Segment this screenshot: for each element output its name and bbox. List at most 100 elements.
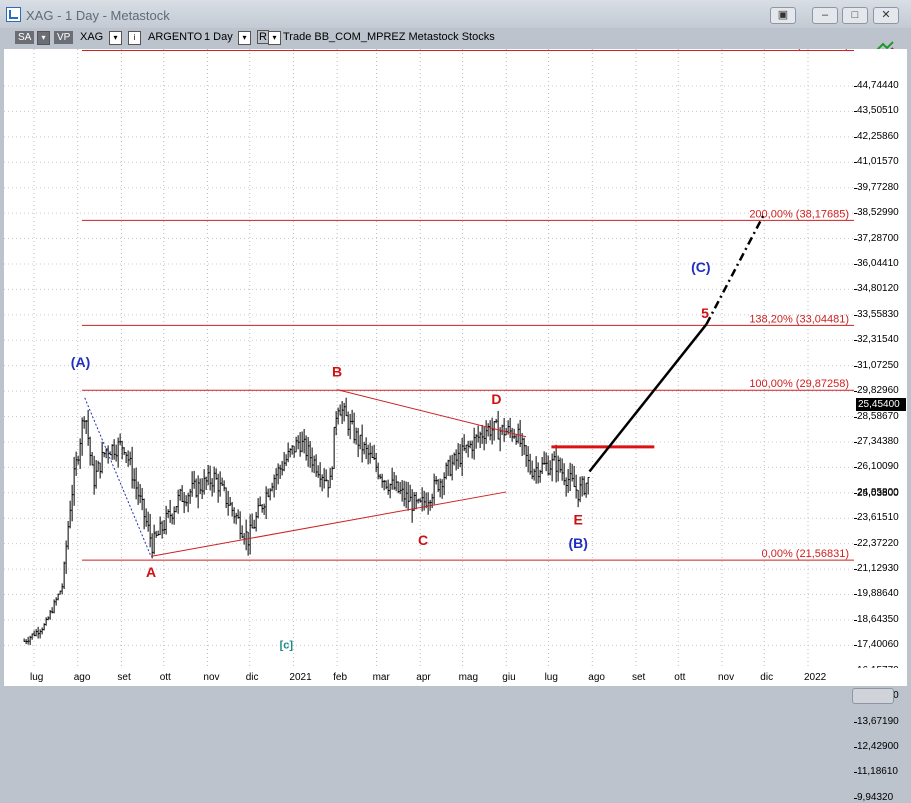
symbol-label[interactable]: XAG	[80, 31, 104, 43]
upper-triangle-trendline	[336, 389, 527, 438]
fib-level-label: 138,20% (33,04481)	[749, 313, 849, 325]
chart-toolbar: SA ▾ VP XAG ▾ i ARGENTO 1 Day ▾ R ▾ Trad…	[0, 28, 911, 48]
restore-toolbar-button[interactable]: ▣	[770, 7, 796, 24]
last-price-badge: 25,45400	[856, 398, 906, 411]
wave-a-dotted-line	[84, 397, 152, 557]
period-dropdown-icon[interactable]: ▾	[238, 31, 251, 45]
title-bar: XAG - 1 Day - Metastock ▣ – □ ✕	[0, 0, 911, 28]
y-tick-label: 17,40060	[857, 639, 899, 651]
sa-button[interactable]: SA	[15, 31, 35, 44]
wave-label: D	[491, 391, 501, 407]
y-tick-mark	[854, 518, 857, 520]
x-tick-label: apr	[416, 672, 431, 683]
wave-label: 5	[701, 305, 709, 321]
period-label[interactable]: 1 Day	[204, 31, 233, 43]
y-tick-mark	[854, 467, 857, 469]
y-tick-label: 9,94320	[857, 791, 894, 803]
x-tick-label: nov	[718, 672, 735, 683]
x-tick-label: ott	[674, 672, 686, 683]
y-tick-label: 12,42900	[857, 741, 899, 753]
horizontal-scrollbar[interactable]	[852, 688, 894, 704]
info-icon[interactable]: i	[128, 31, 141, 45]
y-tick-mark	[854, 645, 857, 647]
wave-label: E	[574, 512, 583, 528]
y-tick-label: 28,58670	[857, 410, 899, 422]
fib-level-label: 300,00% (46,48112)	[750, 49, 849, 50]
wave-label: [c]	[280, 639, 294, 651]
fib-level-label: 100,00% (29,87258)	[749, 378, 849, 390]
wave-label: C	[418, 532, 428, 548]
projection-line	[588, 323, 708, 473]
symbol-dropdown-icon[interactable]: ▾	[109, 31, 122, 45]
chart-plot-area[interactable]: 300,00% (46,48112) 200,00% (38,17685) 138,…	[4, 38, 854, 799]
y-tick-label: 38,52990	[857, 207, 899, 219]
toolbar-info-text: Trade BB_COM_MPREZ Metastock Stocks	[283, 31, 495, 43]
close-button[interactable]: ✕	[873, 7, 899, 24]
security-name: ARGENTO	[148, 31, 203, 43]
x-tick-label: nov	[203, 672, 220, 683]
y-tick-label: 19,88640	[857, 588, 899, 600]
price-chart[interactable]: 300,00% (46,48112) 200,00% (38,17685) 138,…	[4, 38, 854, 799]
y-tick-mark	[854, 111, 857, 113]
x-tick-label: 2022	[804, 672, 827, 683]
y-tick-mark	[854, 365, 857, 367]
projection-dash-line	[705, 213, 766, 325]
y-tick-mark	[854, 416, 857, 418]
y-tick-mark	[854, 543, 857, 545]
wave-label: (C)	[691, 259, 710, 275]
y-tick-label: 22,37220	[857, 537, 899, 549]
y-tick-mark	[854, 238, 857, 240]
price-axis: 44,74440 43,50510 42,25860 41,01570 39,77280…	[854, 49, 907, 803]
hidden-price-label: 25,03800	[857, 488, 899, 500]
wave-label: (A)	[71, 354, 90, 370]
vp-button[interactable]: VP	[54, 31, 74, 44]
y-tick-label: 36,04410	[857, 257, 899, 269]
y-tick-label: 29,82960	[857, 385, 899, 397]
x-tick-label: lug	[544, 672, 558, 683]
y-tick-mark	[854, 187, 857, 189]
x-tick-label: dic	[760, 672, 774, 683]
x-tick-label: mar	[372, 672, 390, 683]
wave-label: A	[146, 564, 156, 580]
y-tick-mark	[854, 594, 857, 596]
y-tick-mark	[854, 213, 857, 215]
r-dropdown-icon[interactable]: ▾	[268, 31, 281, 45]
lower-triangle-trendline	[150, 491, 507, 557]
maximize-button[interactable]: □	[842, 7, 868, 24]
x-tick-label: set	[117, 672, 131, 683]
x-tick-label: mag	[458, 672, 479, 683]
chart-app-icon	[6, 7, 21, 22]
y-tick-label: 44,74440	[857, 80, 899, 91]
y-tick-label: 37,28700	[857, 232, 899, 244]
y-tick-label: 24,85800	[857, 486, 899, 498]
minimize-button[interactable]: –	[812, 7, 838, 24]
date-axis: lug ago set ott nov dic 2021 feb mar apr mag giu lug…	[4, 668, 907, 686]
x-tick-label: dic	[245, 672, 259, 683]
wave-label: B	[332, 363, 342, 379]
y-tick-mark	[854, 619, 857, 621]
y-tick-mark	[854, 263, 857, 265]
y-tick-label: 42,25860	[857, 130, 899, 142]
x-tick-label: feb	[333, 672, 348, 683]
y-tick-label: 11,18610	[857, 766, 898, 778]
y-tick-label: 27,34380	[857, 435, 899, 447]
y-tick-label: 31,07250	[857, 359, 899, 371]
y-tick-label: 34,80120	[857, 283, 899, 295]
y-tick-label: 23,61510	[857, 512, 899, 524]
y-tick-label: 18,64350	[857, 613, 899, 625]
y-tick-mark	[854, 441, 857, 443]
x-tick-label: set	[632, 672, 646, 683]
y-tick-mark	[854, 340, 857, 342]
y-tick-label: 13,67190	[857, 715, 899, 727]
y-tick-mark	[854, 136, 857, 138]
y-tick-label: 21,12930	[857, 563, 899, 575]
y-tick-mark	[854, 391, 857, 393]
y-tick-mark	[854, 569, 857, 571]
y-tick-label: 26,10090	[857, 461, 899, 473]
y-tick-label: 43,50510	[857, 105, 899, 117]
fib-level-label: 0,00% (21,56831)	[762, 548, 849, 560]
sa-dropdown-icon[interactable]: ▾	[37, 31, 50, 45]
y-tick-label: 41,01570	[857, 156, 899, 168]
y-tick-label: 39,77280	[857, 181, 899, 193]
y-tick-mark	[854, 492, 857, 494]
